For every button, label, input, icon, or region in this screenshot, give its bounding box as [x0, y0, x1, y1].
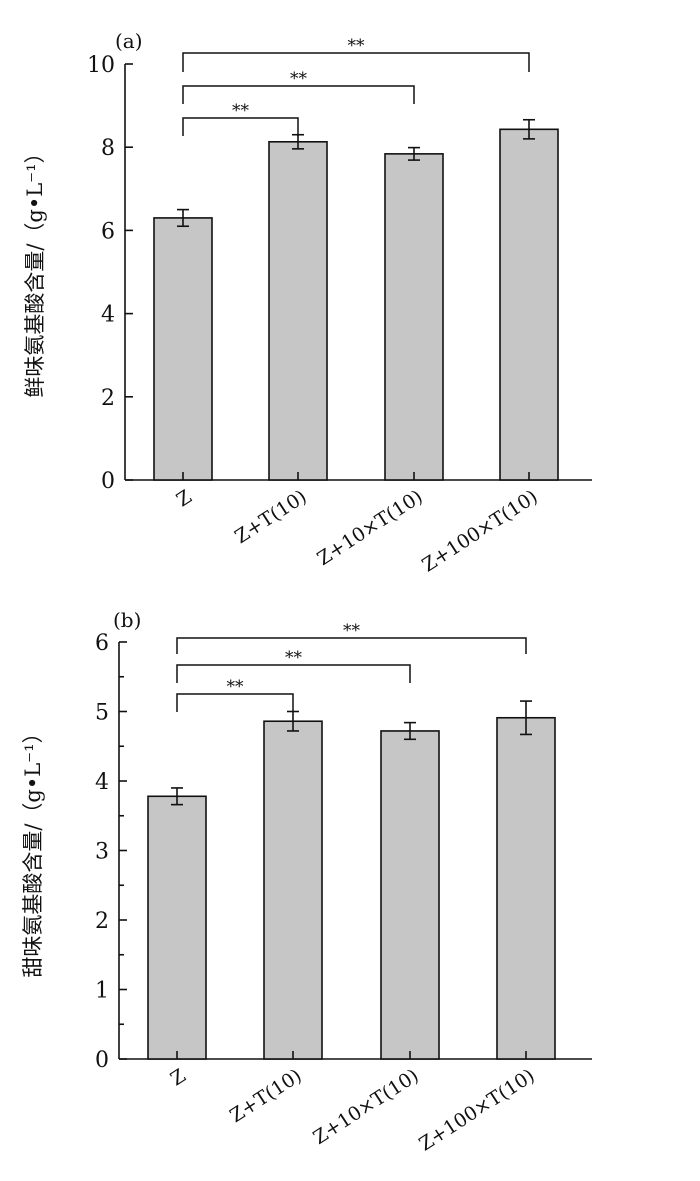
significance-bracket — [176, 664, 411, 683]
bar — [499, 128, 559, 481]
y-tick-label: 2 — [95, 909, 109, 934]
bar — [147, 795, 207, 1060]
y-tick-label: 10 — [87, 53, 115, 78]
x-tick-label: Z+10×T(10) — [313, 486, 426, 570]
x-tick-label: Z — [167, 1065, 190, 1091]
bar — [496, 716, 556, 1060]
x-tick-label: Z — [173, 486, 196, 512]
y-tick-label: 0 — [95, 1048, 109, 1073]
significance-bracket — [176, 637, 527, 654]
significance-bracket — [182, 52, 530, 72]
panel-label: (a) — [115, 29, 143, 53]
y-tick-label: 6 — [101, 219, 115, 244]
panel-label: (b) — [113, 608, 141, 632]
y-tick-label: 8 — [101, 136, 115, 161]
x-tick-label: Z+100×T(10) — [418, 486, 542, 577]
significance-label: ** — [290, 69, 308, 89]
significance-bracket — [176, 693, 294, 712]
significance-label: ** — [343, 621, 361, 641]
bar — [268, 140, 328, 481]
bar — [153, 217, 213, 481]
y-tick-label: 6 — [95, 631, 109, 656]
significance-bracket — [182, 117, 299, 136]
bar — [263, 720, 323, 1060]
y-tick-label: 3 — [95, 840, 109, 865]
y-tick-label: 0 — [101, 469, 115, 494]
y-tick-label: 5 — [95, 701, 109, 726]
bar — [380, 730, 440, 1060]
x-tick-label: Z+T(10) — [226, 1065, 306, 1127]
x-tick-label: Z+10×T(10) — [309, 1065, 422, 1149]
x-tick-label: Z+T(10) — [231, 486, 311, 548]
bar — [384, 153, 444, 481]
y-axis-label: 甜味氨基酸含量/（g•L⁻¹） — [21, 722, 45, 977]
x-tick-label: Z+100×T(10) — [415, 1065, 539, 1156]
y-tick-label: 1 — [95, 979, 109, 1004]
significance-label: ** — [227, 677, 245, 697]
y-tick-label: 4 — [95, 770, 109, 795]
y-tick-label: 4 — [101, 303, 115, 328]
significance-label: ** — [285, 648, 303, 668]
significance-label: ** — [232, 101, 250, 121]
y-axis-label: 鲜味氨基酸含量/（g•L⁻¹） — [23, 142, 47, 397]
significance-label: ** — [348, 36, 366, 56]
y-tick-label: 2 — [101, 386, 115, 411]
chart-panel-b: (b) 0 1 2 3 4 5 6 甜味氨基酸含量/（g•L⁻¹） Z Z+T(10) Z+10×T(… — [21, 608, 592, 1156]
significance-bracket — [182, 85, 415, 104]
chart-panel-a: (a) 0 2 4 6 8 10 鲜味氨基酸含量/（g•L⁻¹） Z Z+T(10) Z+10×T(… — [23, 29, 592, 577]
